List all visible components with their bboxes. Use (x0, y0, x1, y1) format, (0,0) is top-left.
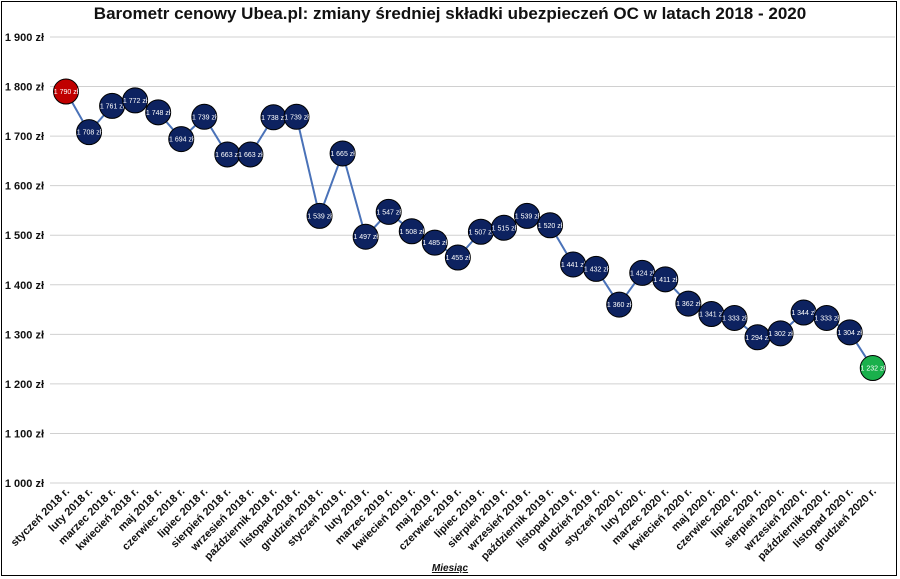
data-point (675, 290, 702, 317)
data-point (836, 319, 863, 346)
data-point (237, 141, 264, 168)
data-point (537, 212, 564, 239)
data-point-max (53, 78, 79, 105)
data-label: 1 739 zł (284, 114, 309, 121)
data-label: 1 694 zł (169, 137, 194, 144)
data-label: 1 232 zł (860, 366, 885, 373)
y-tick-label: 1 700 zł (5, 131, 44, 143)
data-label: 1 432 zł (584, 266, 609, 273)
data-label: 1 547 zł (376, 209, 401, 216)
data-label: 1 515 zł (492, 225, 517, 232)
grid-lines (50, 36, 895, 484)
data-label: 1 360 zł (607, 302, 632, 309)
data-point (168, 126, 195, 153)
data-label: 1 411 zł (653, 277, 677, 284)
data-point (813, 304, 840, 331)
data-label: 1 302 zł (768, 331, 793, 338)
data-label: 1 748 zł (146, 110, 171, 117)
data-label: 1 294 zł (745, 335, 770, 342)
data-point (398, 218, 425, 245)
data-point (76, 119, 103, 146)
data-label: 1 441 zł (561, 262, 586, 269)
data-label: 1 739 zł (192, 114, 217, 121)
data-label: 1 341 zł (699, 312, 724, 319)
data-point (191, 103, 218, 130)
y-tick-label: 1 200 zł (5, 379, 44, 391)
data-label: 1 790 zł (54, 89, 79, 96)
data-label: 1 738 zł (261, 115, 286, 122)
data-label: 1 508 zł (399, 229, 424, 236)
data-point (283, 103, 310, 130)
data-point (606, 291, 633, 318)
data-point (490, 214, 517, 241)
data-label: 1 333 zł (814, 315, 839, 322)
data-point (721, 304, 748, 331)
x-axis-title: Miesiąc (431, 563, 469, 574)
data-point (306, 202, 333, 229)
data-label: 1 772 zł (123, 98, 148, 105)
y-tick-label: 1 900 zł (5, 32, 44, 44)
data-point (352, 223, 379, 250)
data-label: 1 507 zł (469, 229, 494, 236)
data-label: 1 497 zł (353, 234, 378, 241)
y-tick-label: 1 400 zł (5, 280, 44, 292)
x-axis: styczeń 2018 r.luty 2018 r.marzec 2018 r… (9, 486, 879, 563)
data-point (583, 255, 610, 282)
data-label: 1 333 zł (722, 315, 747, 322)
data-label: 1 539 zł (307, 213, 332, 220)
data-point (329, 140, 356, 167)
data-label: 1 344 zł (791, 310, 816, 317)
data-label: 1 485 zł (423, 240, 448, 247)
data-point (122, 87, 149, 114)
y-tick-label: 1 100 zł (5, 428, 44, 440)
data-label: 1 304 zł (837, 330, 862, 337)
data-markers: 1 790 zł 1 708 zł 1 761 zł1 772 zł 1 748 zł… (53, 78, 886, 382)
y-tick-label: 1 000 zł (5, 478, 44, 490)
data-label: 1 663 zł (215, 152, 240, 159)
data-point (375, 198, 402, 225)
y-tick-label: 1 500 zł (5, 230, 44, 242)
data-point (444, 244, 471, 271)
y-tick-label: 1 600 zł (5, 181, 44, 193)
data-label: 1 708 zł (77, 130, 102, 137)
data-point (514, 202, 540, 229)
data-point (652, 266, 679, 293)
data-point (767, 320, 794, 347)
y-tick-label: 1 300 zł (5, 329, 44, 341)
data-label: 1 424 zł (630, 270, 655, 277)
data-point-min (859, 355, 886, 382)
data-label: 1 520 zł (538, 223, 563, 230)
data-point (145, 99, 172, 126)
data-point (421, 229, 448, 256)
data-label: 1 663 zł (238, 152, 263, 159)
y-tick-label: 1 800 zł (5, 82, 44, 94)
data-label: 1 539 zł (515, 213, 540, 220)
chart-title: Barometr cenowy Ubea.pl: zmiany średniej… (93, 4, 807, 23)
data-label: 1 665 zł (330, 151, 355, 158)
data-label: 1 362 zł (676, 301, 701, 308)
data-label: 1 761 zł (100, 103, 125, 110)
y-axis: 1 900 zł 1 800 zł 1 700 zł 1 600 zł 1 500 zł… (5, 32, 44, 490)
data-label: 1 455 zł (446, 255, 471, 262)
